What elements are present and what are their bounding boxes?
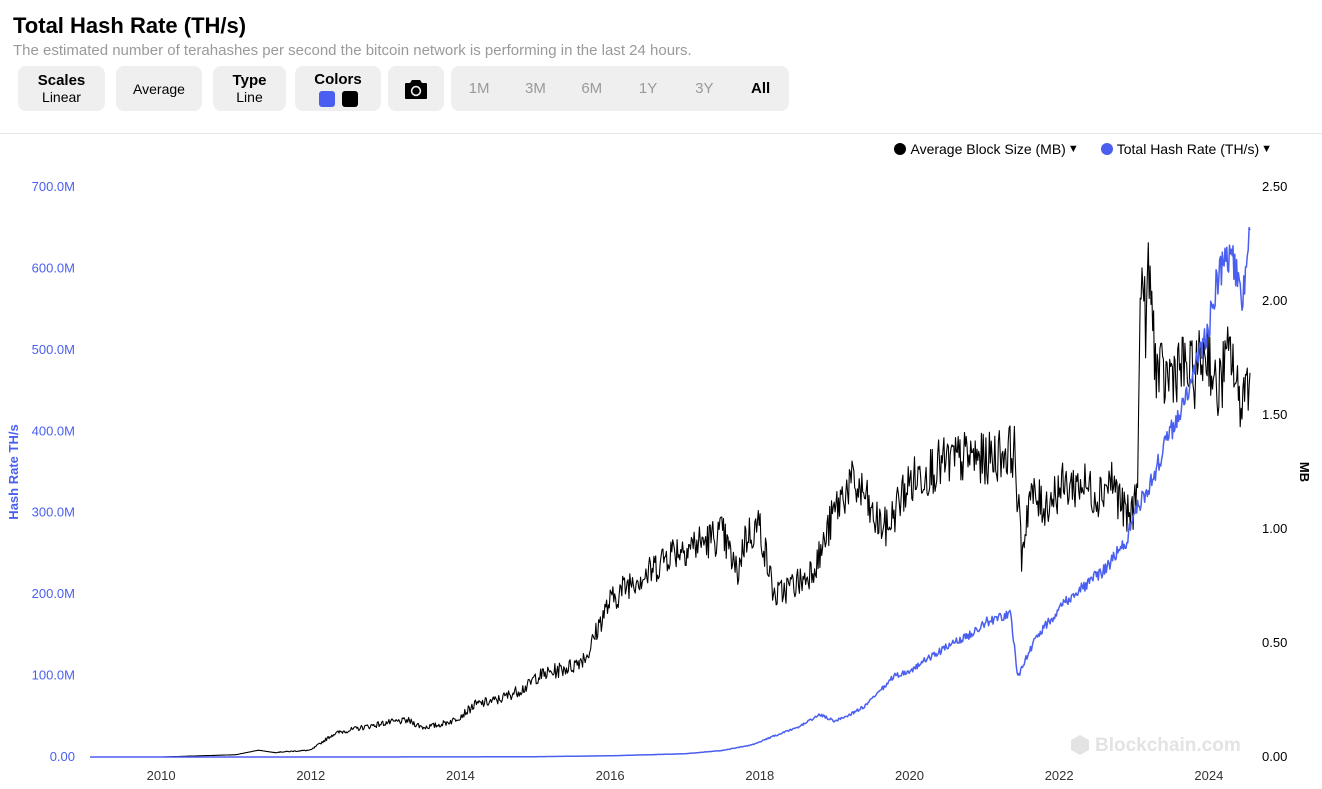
left-tick-label: 300.0M bbox=[32, 505, 75, 520]
range-3y[interactable]: 3Y bbox=[695, 80, 714, 97]
right-axis-label: MB bbox=[1297, 462, 1312, 482]
screenshot-button[interactable] bbox=[388, 66, 444, 111]
right-tick-label: 1.50 bbox=[1262, 407, 1287, 422]
right-tick-label: 1.00 bbox=[1262, 521, 1287, 536]
x-tick-label: 2020 bbox=[895, 768, 924, 783]
right-tick-label: 0.00 bbox=[1262, 749, 1287, 764]
right-tick-label: 0.50 bbox=[1262, 635, 1287, 650]
type-label: Type bbox=[232, 72, 267, 89]
right-tick-label: 2.50 bbox=[1262, 179, 1287, 194]
color-swatch-black[interactable] bbox=[341, 90, 358, 107]
series-line-hash-rate bbox=[90, 226, 1251, 758]
chevron-down-icon: ▼ bbox=[1261, 143, 1272, 155]
left-tick-label: 200.0M bbox=[32, 586, 75, 601]
blockchain-logo-icon bbox=[1071, 735, 1089, 755]
legend-item-block-size[interactable]: Average Block Size (MB) ▼ bbox=[894, 141, 1079, 157]
time-range-selector: 1M 3M 6M 1Y 3Y All bbox=[451, 66, 789, 111]
x-tick-label: 2012 bbox=[296, 768, 325, 783]
x-tick-label: 2010 bbox=[147, 768, 176, 783]
range-1y[interactable]: 1Y bbox=[638, 80, 658, 97]
x-axis-ticks: 2010 2012 2014 2016 2018 2020 2022 2024 bbox=[147, 768, 1224, 783]
chart-legend: Average Block Size (MB) ▼ Total Hash Rat… bbox=[894, 141, 1272, 157]
type-button[interactable]: Type Line bbox=[213, 66, 286, 111]
average-label: Average bbox=[133, 80, 185, 97]
scales-value: Linear bbox=[42, 89, 81, 105]
scales-label: Scales bbox=[37, 72, 86, 89]
left-tick-label: 500.0M bbox=[32, 342, 75, 357]
left-axis-ticks: 700.0M 600.0M 500.0M 400.0M 300.0M 200.0M 100.… bbox=[32, 179, 75, 764]
left-tick-label: 600.0M bbox=[32, 260, 75, 275]
left-tick-label: 400.0M bbox=[32, 423, 75, 438]
range-6m[interactable]: 6M bbox=[581, 80, 603, 97]
x-tick-label: 2018 bbox=[745, 768, 774, 783]
colors-label: Colors bbox=[314, 70, 362, 88]
header-divider bbox=[0, 133, 1322, 134]
x-tick-label: 2016 bbox=[596, 768, 625, 783]
color-swatch-blue[interactable] bbox=[318, 90, 335, 107]
range-3m[interactable]: 3M bbox=[525, 80, 546, 97]
right-tick-label: 2.00 bbox=[1262, 293, 1287, 308]
chevron-down-icon: ▼ bbox=[1067, 143, 1079, 155]
camera-icon bbox=[405, 79, 427, 99]
colors-button[interactable]: Colors bbox=[295, 66, 381, 111]
legend-dot-hash-rate bbox=[1100, 143, 1113, 155]
x-tick-label: 2022 bbox=[1045, 768, 1074, 783]
right-axis-ticks: 2.50 2.00 1.50 1.00 0.50 0.00 bbox=[1262, 179, 1287, 764]
x-tick-label: 2024 bbox=[1194, 768, 1223, 783]
range-1m[interactable]: 1M bbox=[468, 80, 490, 97]
left-tick-label: 700.0M bbox=[32, 179, 75, 194]
color-swatches bbox=[318, 90, 358, 107]
page-subtitle: The estimated number of terahashes per s… bbox=[13, 42, 692, 59]
legend-dot-block-size bbox=[894, 143, 907, 155]
legend-label-block-size: Average Block Size (MB) bbox=[910, 141, 1066, 157]
average-button[interactable]: Average bbox=[116, 66, 202, 111]
left-tick-label: 0.00 bbox=[50, 749, 75, 764]
legend-item-hash-rate[interactable]: Total Hash Rate (TH/s) ▼ bbox=[1100, 141, 1272, 157]
left-axis-label: Hash Rate TH/s bbox=[6, 424, 21, 519]
range-all[interactable]: All bbox=[751, 80, 771, 97]
watermark-text: Blockchain.com bbox=[1095, 735, 1241, 756]
series-line-block-size bbox=[90, 242, 1251, 758]
series-layer bbox=[90, 226, 1251, 758]
scales-button[interactable]: Scales Linear bbox=[18, 66, 105, 111]
page-title: Total Hash Rate (TH/s) bbox=[13, 13, 247, 38]
left-tick-label: 100.0M bbox=[32, 668, 75, 683]
type-value: Line bbox=[236, 89, 263, 105]
legend-label-hash-rate: Total Hash Rate (TH/s) bbox=[1116, 141, 1260, 157]
x-tick-label: 2014 bbox=[446, 768, 475, 783]
